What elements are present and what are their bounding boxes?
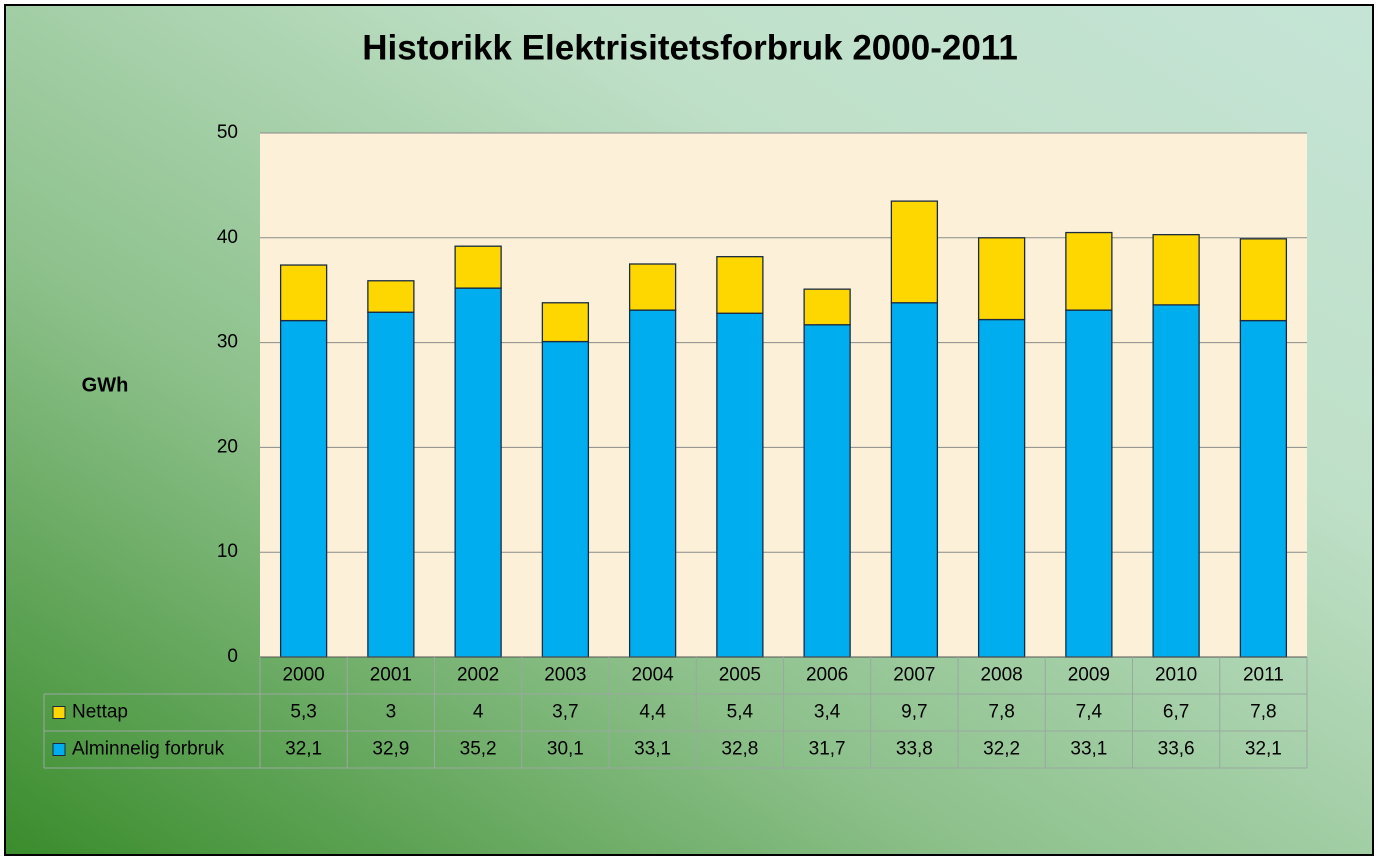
bar-segment (977, 318, 1026, 658)
table-value: 32,2 (983, 739, 1020, 760)
x-tick-label: 2007 (893, 665, 935, 686)
bar-segment (1065, 231, 1113, 311)
x-tick-label: 2001 (370, 665, 412, 686)
bar-segment (1239, 238, 1288, 322)
plot-area (260, 133, 1307, 657)
y-tick-label: 30 (217, 332, 238, 353)
x-tick-label: 2005 (719, 665, 761, 686)
x-tick-label: 2008 (980, 665, 1022, 686)
x-tick-label: 2002 (457, 665, 499, 686)
legend-swatch (52, 743, 66, 756)
table-value: 32,8 (721, 739, 758, 760)
table-value: 30,1 (547, 739, 584, 760)
y-tick-label: 40 (217, 227, 238, 248)
x-tick-label: 2003 (544, 665, 586, 686)
x-tick-label: 2004 (631, 665, 674, 686)
table-value: 32,1 (285, 739, 322, 760)
bar-segment (367, 280, 415, 313)
x-tick-label: 2000 (282, 665, 324, 686)
y-tick-label: 50 (217, 122, 238, 143)
x-tick-label: 2011 (1243, 665, 1284, 686)
bar-segment (541, 302, 590, 343)
bar-segment (454, 245, 502, 289)
x-tick-label: 2009 (1068, 665, 1110, 686)
bar-segment (367, 311, 415, 658)
table-value: 31,7 (809, 739, 846, 760)
bar-segment (890, 200, 939, 304)
table-value: 4,4 (639, 702, 666, 723)
bar-segment (541, 340, 590, 658)
bar-segment (454, 287, 502, 658)
bar-segment (279, 319, 328, 658)
table-value: 5,4 (727, 702, 754, 723)
bar-segment (628, 263, 677, 311)
bar-segment (803, 324, 851, 658)
chart-title: Historikk Elektrisitetsforbruk 2000-2011 (362, 28, 1018, 67)
bar-segment (1239, 319, 1288, 658)
table-value: 3,4 (814, 702, 841, 723)
table-value: 5,3 (290, 702, 316, 723)
table-value: 33,1 (1070, 739, 1107, 760)
y-axis-label: GWh (82, 374, 129, 396)
bar-segment (890, 302, 939, 658)
bar-segment (716, 312, 764, 658)
bar-segment (1152, 304, 1200, 658)
table-value: 33,8 (896, 739, 933, 760)
bar-segment (716, 256, 764, 314)
table-value: 3 (386, 702, 397, 723)
table-value: 7,8 (1250, 702, 1276, 723)
table-value: 32,9 (372, 739, 409, 760)
table-value: 33,1 (634, 739, 671, 760)
table-value: 33,6 (1158, 739, 1195, 760)
table-value: 3,7 (552, 702, 578, 723)
table-value: 7,4 (1076, 702, 1103, 723)
table-value: 32,1 (1245, 739, 1282, 760)
bar-segment (803, 288, 851, 326)
table-value: 4 (473, 702, 484, 723)
bar-segment (977, 237, 1026, 321)
legend-swatch (52, 706, 66, 719)
bar-segment (279, 264, 328, 322)
x-tick-label: 2006 (806, 665, 848, 686)
y-tick-label: 10 (217, 541, 238, 562)
table-value: 9,7 (901, 702, 927, 723)
bar-segment (1152, 234, 1200, 306)
table-value: 35,2 (460, 739, 497, 760)
y-tick-label: 20 (217, 436, 238, 457)
x-tick-label: 2010 (1155, 665, 1197, 686)
legend-label: Nettap (72, 702, 128, 723)
bar-segment (628, 309, 677, 658)
bar-segment (1065, 309, 1113, 658)
table-value: 6,7 (1163, 702, 1189, 723)
legend-label: Alminnelig forbruk (72, 739, 225, 760)
y-tick-label: 0 (227, 646, 238, 667)
table-value: 7,8 (988, 702, 1014, 723)
